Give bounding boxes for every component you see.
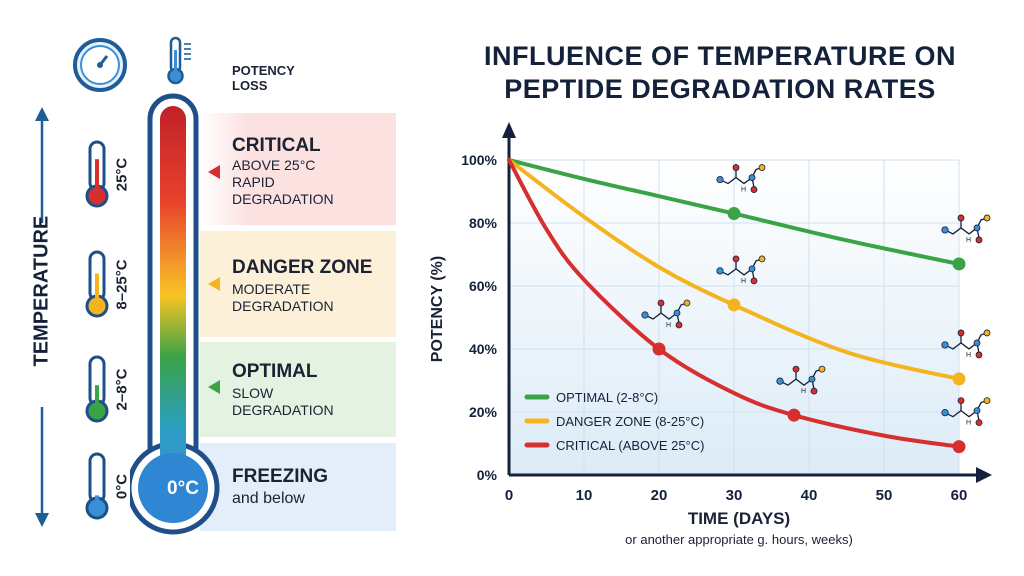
svg-text:H: H xyxy=(666,322,671,329)
data-point-marker xyxy=(952,372,966,386)
y-tick-label: 0% xyxy=(477,467,498,483)
zone-thermometer-icon xyxy=(85,355,109,423)
zone-thermometer-icon xyxy=(85,452,109,520)
data-point-marker xyxy=(952,440,966,454)
svg-text:H: H xyxy=(966,237,971,244)
peptide-molecule-icon: H xyxy=(716,255,766,285)
x-tick-label: 40 xyxy=(801,487,818,504)
zone-description: MODERATE DEGRADATION xyxy=(232,281,334,314)
svg-text:H: H xyxy=(741,187,746,194)
clock-gauge-icon xyxy=(73,38,127,92)
peptide-molecule-icon: H xyxy=(941,329,991,359)
x-axis-note: or another appropriate g. hours, weeks) xyxy=(625,532,853,547)
svg-text:H: H xyxy=(741,278,746,285)
zone-description: and below xyxy=(232,490,305,507)
x-axis-arrow-icon xyxy=(976,467,992,483)
zone-freezing: FREEZING and below xyxy=(200,443,396,531)
series-line-1 xyxy=(507,158,961,381)
bulb-label: 0°C xyxy=(167,478,199,499)
data-point-marker xyxy=(727,207,741,221)
svg-text:H: H xyxy=(801,388,806,395)
y-tick-label: 100% xyxy=(461,152,497,168)
data-point-marker xyxy=(727,298,741,312)
x-tick-label: 30 xyxy=(726,487,743,504)
zone-danger: DANGER ZONE MODERATE DEGRADATION xyxy=(200,231,396,337)
zone-optimal: OPTIMAL SLOW DEGRADATION xyxy=(200,342,396,437)
temperature-axis-arrow xyxy=(35,107,49,527)
y-tick-label: 80% xyxy=(469,215,498,231)
series-line-0 xyxy=(507,158,961,266)
zone-description: ABOVE 25°C RAPID DEGRADATION xyxy=(232,157,334,207)
large-thermometer xyxy=(130,93,220,535)
chart-title: INFLUENCE OF TEMPERATURE ON PEPTIDE DEGR… xyxy=(484,41,956,104)
peptide-molecule-icon: H xyxy=(776,365,826,395)
peptide-molecule-icon: H xyxy=(716,164,766,194)
legend-label: OPTIMAL (2-8°C) xyxy=(556,390,658,405)
x-tick-label: 20 xyxy=(651,487,668,504)
thermometer-icon xyxy=(167,36,191,85)
pointer-icon xyxy=(208,380,220,394)
x-tick-label: 0 xyxy=(505,487,513,504)
y-tick-label: 40% xyxy=(469,341,498,357)
svg-text:H: H xyxy=(966,420,971,427)
zone-thermometer-icon xyxy=(85,250,109,318)
series-line-2 xyxy=(507,158,961,449)
zone-title: CRITICAL xyxy=(232,135,321,156)
x-tick-label: 50 xyxy=(876,487,893,504)
data-point-marker xyxy=(787,408,801,422)
x-tick-label: 60 xyxy=(951,487,968,504)
potency-loss-header: POTENCY LOSS xyxy=(232,63,295,93)
y-tick-label: 60% xyxy=(469,278,498,294)
data-point-marker xyxy=(952,257,966,271)
x-axis-label: TIME (DAYS) xyxy=(687,509,791,528)
svg-text:H: H xyxy=(966,352,971,359)
peptide-molecule-icon: H xyxy=(641,299,691,329)
peptide-molecule-icon: H xyxy=(941,397,991,427)
zone-title: OPTIMAL xyxy=(232,361,318,382)
y-tick-label: 20% xyxy=(469,404,498,420)
zone-critical: CRITICAL ABOVE 25°C RAPID DEGRADATION xyxy=(200,113,396,225)
peptide-molecule-icon: H xyxy=(941,214,991,244)
legend-label: CRITICAL (ABOVE 25°C) xyxy=(556,438,704,453)
zone-title: FREEZING xyxy=(232,466,329,487)
zone-description: SLOW DEGRADATION xyxy=(232,385,334,418)
pointer-icon xyxy=(208,277,220,291)
y-axis-arrow-icon xyxy=(502,122,516,138)
y-axis-label: POTENCY (%) xyxy=(429,255,446,363)
zone-thermometer-icon xyxy=(85,140,109,208)
zone-title: DANGER ZONE xyxy=(232,257,373,278)
x-tick-label: 10 xyxy=(576,487,593,504)
data-point-marker xyxy=(652,342,666,356)
pointer-icon xyxy=(208,165,220,179)
legend-label: DANGER ZONE (8-25°C) xyxy=(556,414,704,429)
